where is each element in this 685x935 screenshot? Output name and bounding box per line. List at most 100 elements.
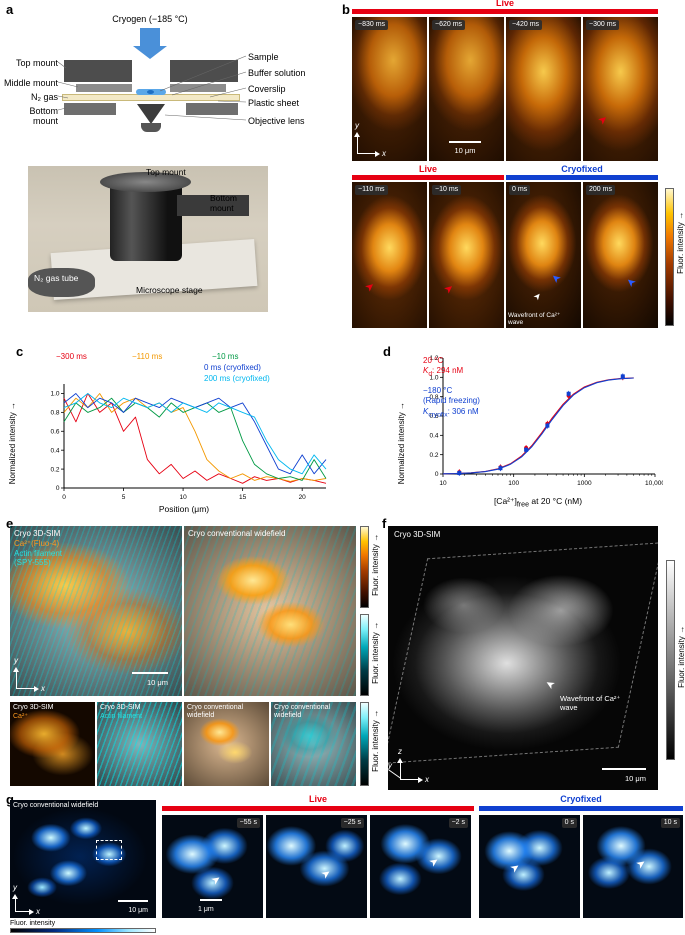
white-arrow-icon: ➤ bbox=[427, 854, 442, 870]
panel-a: a Cryogen (−185 °C) Top mount Middle mou… bbox=[0, 0, 335, 318]
svg-text:0: 0 bbox=[56, 485, 60, 492]
y-axis-label: y bbox=[13, 883, 17, 892]
c-ylabel: Normalized intensity bbox=[8, 402, 17, 484]
svg-text:1.0: 1.0 bbox=[50, 391, 59, 398]
cryofixed-bar bbox=[479, 806, 683, 811]
frame-10s: 10 s ➤ bbox=[583, 815, 683, 918]
cryogen-arrowhead-icon bbox=[133, 46, 167, 59]
image-title: Cryo conventional widefield bbox=[187, 704, 244, 720]
frame-minus-25s: −25 s ➤ bbox=[266, 815, 367, 918]
svg-text:0.6: 0.6 bbox=[50, 428, 59, 435]
bottom-mount-right-block bbox=[186, 103, 238, 115]
svg-text:1.2: 1.2 bbox=[429, 355, 438, 362]
panel-g: g Cryo conventional widefield 10 μm yx F… bbox=[0, 792, 685, 935]
image-title: Cryo 3D-SIM bbox=[13, 704, 54, 711]
label-middle-mount: Middle mount bbox=[3, 78, 58, 88]
svg-text:0: 0 bbox=[62, 494, 66, 501]
white-arrow-icon: ➤ bbox=[508, 860, 523, 876]
panel-d-label: d bbox=[383, 344, 391, 359]
svg-text:1000: 1000 bbox=[577, 480, 592, 487]
ca-tag: Ca²⁺ bbox=[13, 713, 28, 720]
z-axis-label: z bbox=[398, 747, 402, 756]
image-title: Cryo conventional widefield bbox=[274, 704, 331, 720]
fluor-intensity-colorbar-cyan bbox=[360, 614, 369, 696]
scale-bar bbox=[449, 141, 481, 143]
svg-text:0.6: 0.6 bbox=[429, 413, 438, 420]
top-mount-right-block bbox=[170, 60, 238, 82]
x-axis-label: x bbox=[425, 775, 429, 784]
label-objective-lens: Objective lens bbox=[248, 116, 305, 126]
fluor-intensity-colorbar-cyan-small bbox=[360, 702, 369, 786]
kcryofix-symbol: K bbox=[423, 406, 429, 416]
svg-text:20: 20 bbox=[299, 494, 307, 501]
panel-d: d 20 °C Kd: 294 nM −180 °C (Rapid freezi… bbox=[345, 344, 685, 516]
svg-text:10: 10 bbox=[179, 494, 187, 501]
panel-a-label: a bbox=[6, 2, 14, 17]
wavefront-annotation: Wavefront of Ca²⁺ wave bbox=[508, 312, 561, 326]
image-title: Cryo 3D-SIM bbox=[100, 704, 141, 711]
schematic-connector-lines bbox=[57, 55, 247, 121]
legend-minus-110ms: −110 ms bbox=[132, 352, 163, 361]
live-header-row2: Live bbox=[418, 164, 437, 174]
colorbar-label: Fluor. intensity bbox=[676, 212, 685, 274]
image-title: Cryo conventional widefield bbox=[188, 529, 286, 538]
image-title: Cryo conventional widefield bbox=[13, 802, 99, 809]
panel-e-label: e bbox=[6, 516, 14, 531]
svg-text:1.0: 1.0 bbox=[429, 375, 438, 382]
label-sample: Sample bbox=[248, 52, 279, 62]
photo-top-mount-cylinder bbox=[109, 180, 182, 261]
legend-minus-10ms: −10 ms bbox=[212, 352, 239, 361]
legend-minus-300ms: −300 ms bbox=[56, 352, 87, 361]
blue-kd: Kcryofix: 306 nM bbox=[423, 407, 480, 420]
red-temp: 20 °C bbox=[423, 356, 444, 365]
timestamp-badge: −55 s bbox=[236, 818, 260, 829]
svg-text:0.4: 0.4 bbox=[50, 447, 59, 454]
photo-arm bbox=[176, 195, 249, 216]
label-n2-gas: N₂ gas bbox=[30, 92, 58, 102]
svg-text:0.8: 0.8 bbox=[50, 410, 59, 417]
label-bottom-mount: Bottom mount bbox=[29, 106, 58, 127]
calibration-curve-chart: 10 100 1000 10,000 0 0.2 0.4 0.6 0.8 1.0 1.2 bbox=[429, 355, 663, 487]
zoom-region-box bbox=[96, 840, 122, 860]
fluor-intensity-colorbar-gray bbox=[666, 560, 675, 760]
cryo-widefield-merged-image: Cryo conventional widefield bbox=[184, 526, 356, 696]
panel-e: e Cryo 3D-SIM Ca²⁺(Fluo-4) Actin filamen… bbox=[0, 516, 380, 792]
frame-minus-10ms: −10 ms ➤ bbox=[429, 182, 504, 328]
label-top-mount: Top mount bbox=[15, 58, 58, 68]
colorbar-label: Fluor. intensity bbox=[677, 626, 685, 688]
scale-bar bbox=[602, 768, 646, 770]
actin-channel-label2: (SPY-555) bbox=[14, 558, 51, 567]
x-axis-label: x bbox=[382, 149, 386, 158]
timestamp-badge: 10 s bbox=[660, 818, 680, 829]
scale-label: 1 μm bbox=[198, 906, 214, 913]
actin-tag: Actin filament bbox=[100, 713, 143, 720]
svg-text:15: 15 bbox=[239, 494, 247, 501]
image-title: Cryo 3D-SIM bbox=[14, 529, 61, 538]
cryo-3dsim-ca-image: Cryo 3D-SIM Ca²⁺ bbox=[10, 702, 95, 786]
top-mount-left-block bbox=[64, 60, 132, 82]
blue-method: (Rapid freezing) bbox=[423, 396, 480, 406]
fluor-intensity-colorbar bbox=[665, 188, 674, 326]
cryofixed-header: Cryofixed bbox=[560, 794, 602, 804]
timestamp-badge: −110 ms bbox=[355, 185, 388, 196]
cryogen-label: Cryogen (−185 °C) bbox=[112, 14, 188, 24]
frame-minus-55s: −55 s ➤ 1 μm bbox=[162, 815, 263, 918]
scale-bar bbox=[118, 900, 148, 902]
frame-0ms: 0 ms ➤ ➤ Wavefront of Ca²⁺ wave bbox=[506, 182, 581, 328]
svg-text:100: 100 bbox=[508, 480, 519, 487]
label-coverslip: Coverslip bbox=[248, 84, 286, 94]
kd-subscript: d bbox=[428, 370, 433, 378]
cryo-widefield-ca-image: Cryo conventional widefield bbox=[184, 702, 269, 786]
y-axis-line bbox=[388, 769, 402, 779]
svg-text:0.2: 0.2 bbox=[429, 452, 438, 459]
cryogen-arrow-icon bbox=[140, 28, 160, 46]
scale-label: 10 μm bbox=[625, 774, 646, 783]
colorbar-label: Fluor. intensity bbox=[371, 622, 380, 684]
frame-minus-110ms: −110 ms ➤ bbox=[352, 182, 427, 328]
red-wavefront-arrow-icon: ➤ bbox=[362, 279, 378, 295]
legend-0ms-cryofixed: 0 ms (cryofixed) bbox=[204, 363, 261, 372]
cryo-3dsim-3d-render: Cryo 3D-SIM ➤ Wavefront of Ca²⁺ wave 10 … bbox=[388, 526, 658, 790]
